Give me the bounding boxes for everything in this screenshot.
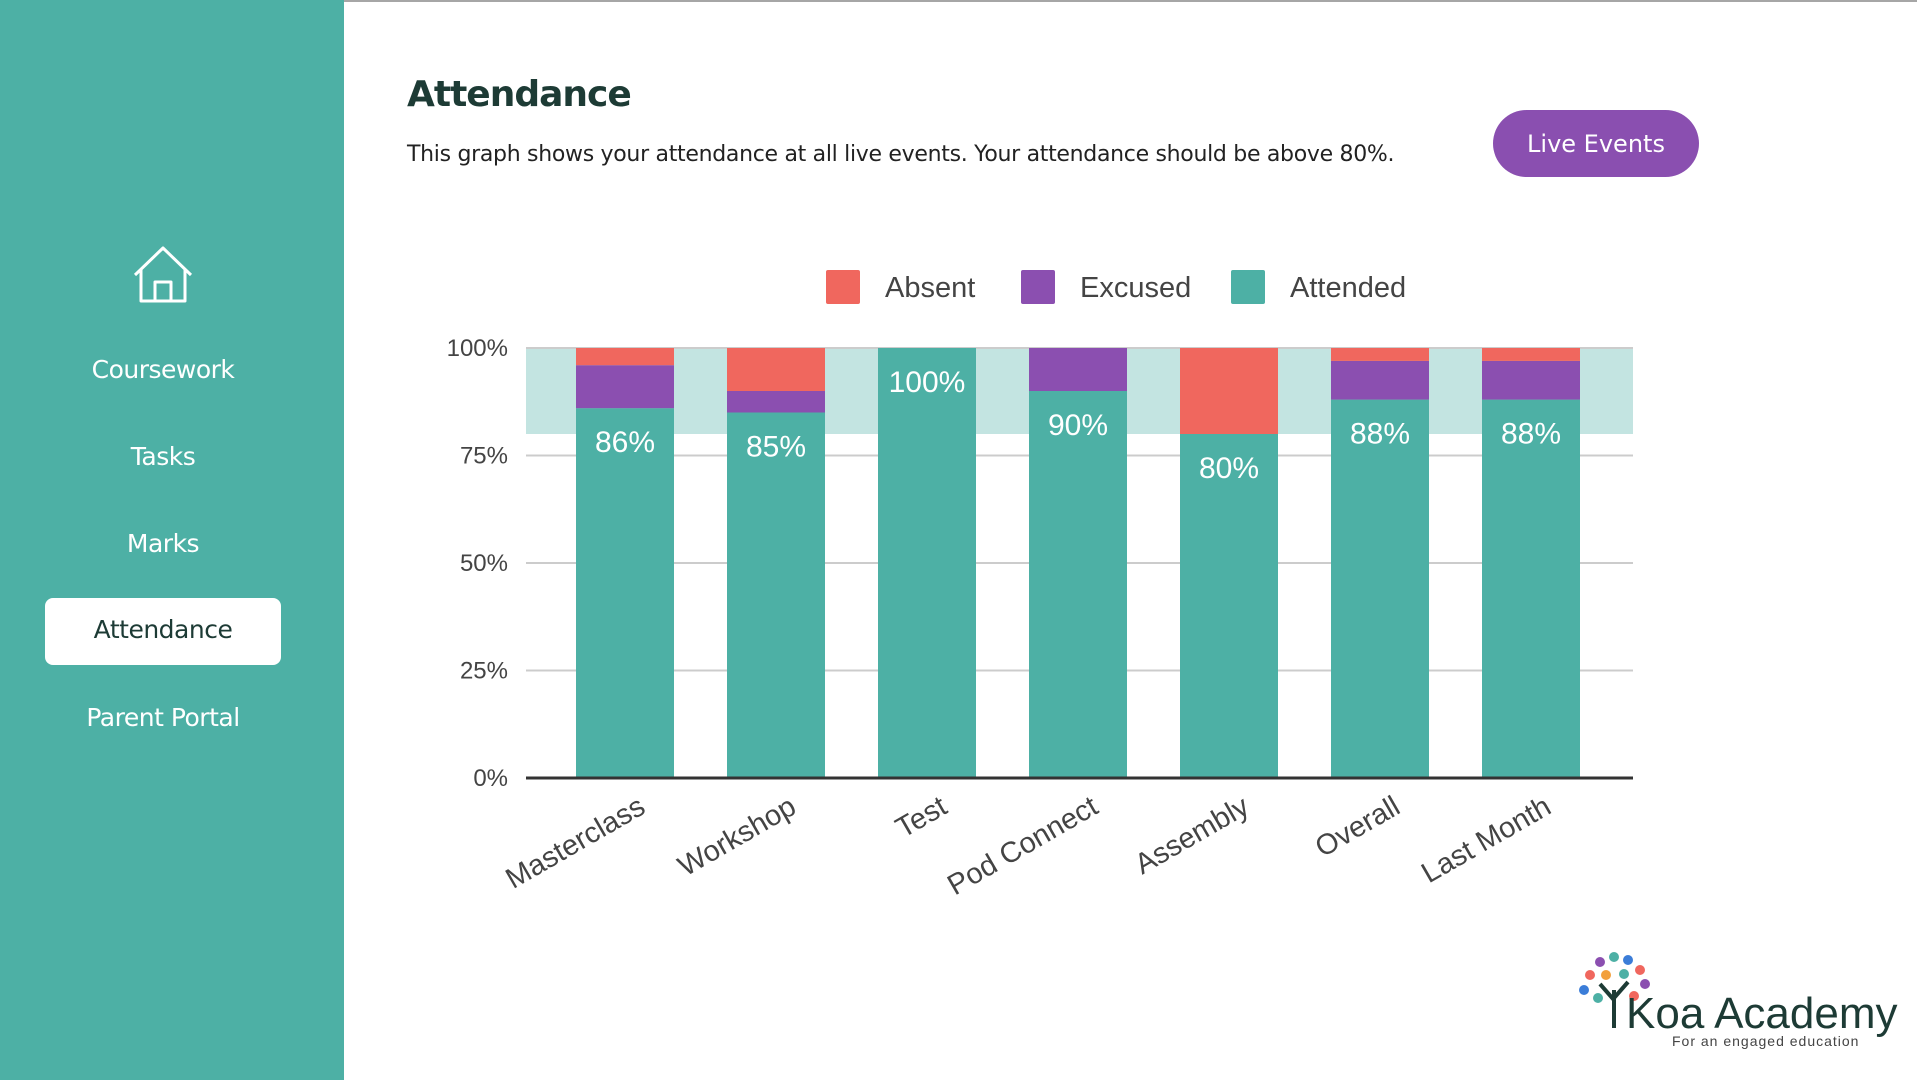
bar-segment: [1331, 360, 1429, 400]
y-tick-label: 50%: [460, 550, 508, 577]
bar-segment: [727, 348, 825, 391]
bar-segment: [1482, 348, 1580, 361]
value-label: 80%: [1199, 452, 1259, 485]
nav-item[interactable]: Tasks: [130, 442, 196, 471]
bar-segment: [1180, 348, 1278, 434]
nav-item[interactable]: Coursework: [91, 355, 235, 384]
live-events-button[interactable]: Live Events: [1493, 110, 1699, 177]
x-tick-label: Test: [890, 790, 952, 844]
x-tick-label: Workshop: [673, 790, 802, 883]
bar-segment: [878, 348, 976, 778]
bar-segment: [1482, 399, 1580, 778]
bar-segment: [1029, 348, 1127, 391]
y-tick-label: 25%: [460, 658, 508, 685]
x-tick-label: Last Month: [1416, 790, 1556, 889]
x-tick-label: Overall: [1310, 790, 1406, 864]
bar-segment: [1482, 360, 1580, 400]
sidebar: Coursework Tasks Marks Attendance Parent…: [0, 0, 344, 1080]
target-band: [526, 348, 1633, 434]
y-tick-label: 75%: [460, 443, 508, 470]
page-description: This graph shows your attendance at all …: [407, 142, 1395, 167]
y-tick-label: 0%: [473, 765, 508, 792]
nav-item[interactable]: Marks: [126, 529, 200, 558]
x-tick-label: Pod Connect: [942, 790, 1103, 902]
active-nav-background: [45, 598, 281, 665]
bar-segment: [1331, 399, 1429, 778]
legend-label: Excused: [1080, 272, 1191, 304]
logo-tagline: For an engaged education: [1672, 1033, 1859, 1049]
x-tick-label: Assembly: [1130, 790, 1255, 881]
legend-label: Attended: [1290, 272, 1406, 304]
legend-swatch: [1021, 270, 1055, 304]
nav-item[interactable]: Parent Portal: [86, 703, 240, 732]
legend-swatch: [1231, 270, 1265, 304]
page-title: Attendance: [407, 74, 632, 115]
bar-segment: [1180, 434, 1278, 778]
bar-segment: [576, 408, 674, 778]
value-label: 86%: [595, 426, 655, 459]
bar-segment: [576, 348, 674, 366]
legend-swatch: [826, 270, 860, 304]
value-label: 88%: [1350, 418, 1410, 451]
bar-segment: [576, 365, 674, 409]
value-label: 90%: [1048, 409, 1108, 442]
nav-item-active[interactable]: Attendance: [93, 615, 233, 644]
bar-segment: [727, 391, 825, 413]
legend-label: Absent: [885, 272, 975, 304]
value-label: 85%: [746, 431, 806, 464]
value-label: 88%: [1501, 418, 1561, 451]
logo-name: Koa Academy: [1626, 989, 1898, 1038]
home-icon[interactable]: [0, 0, 344, 340]
bar-segment: [1029, 391, 1127, 778]
bar-segment: [1331, 348, 1429, 361]
value-label: 100%: [889, 366, 966, 399]
bar-segment: [727, 412, 825, 778]
x-tick-label: Masterclass: [501, 790, 651, 895]
y-tick-label: 100%: [447, 335, 508, 362]
logo-tree: [1579, 952, 1650, 1028]
